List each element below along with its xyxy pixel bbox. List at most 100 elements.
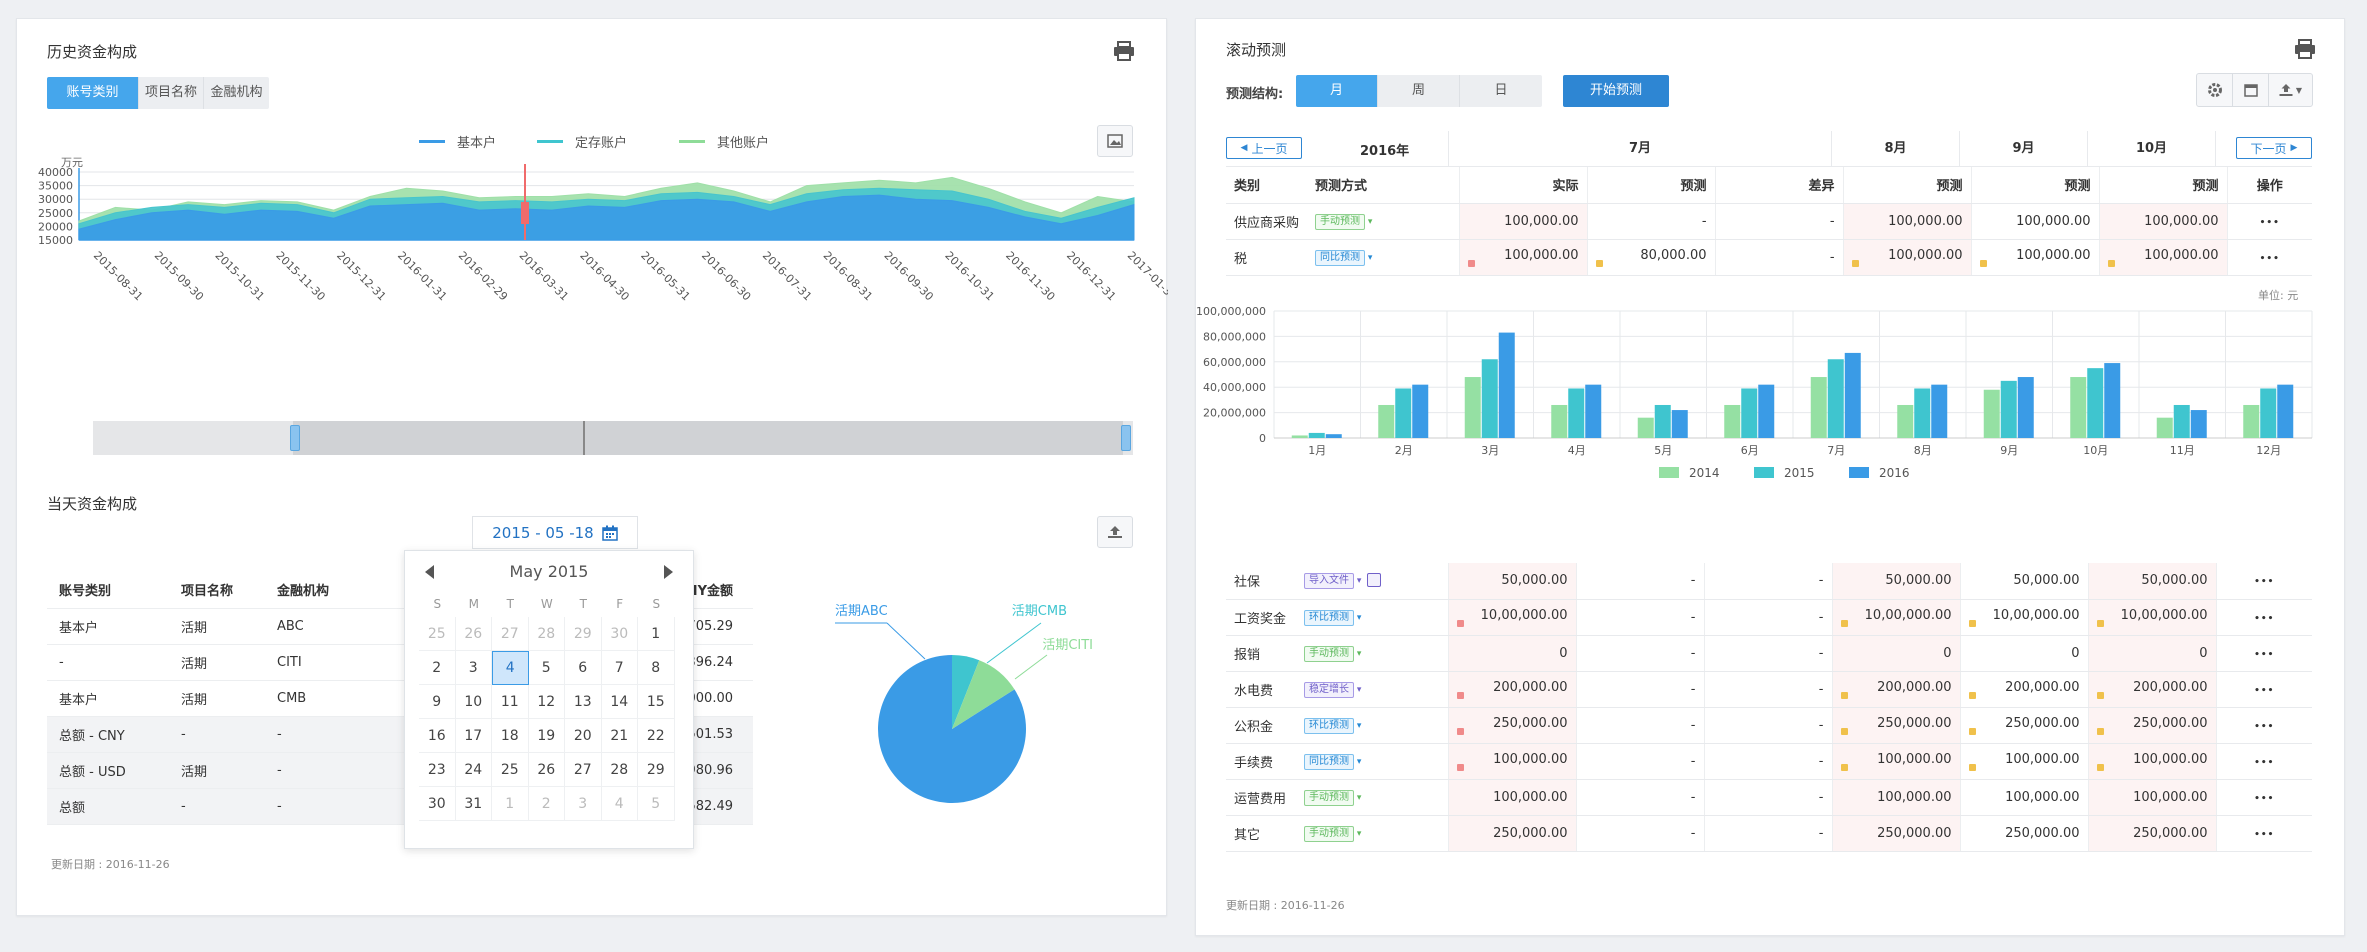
method-dropdown[interactable]: 环比预测 xyxy=(1304,717,1354,734)
forecast-row[interactable]: 报销 手动预测 ▾ 0 - - 0 0 0 ••• xyxy=(1226,635,2312,672)
forecast-row[interactable]: 水电费 稳定增长 ▾ 200,000.00 - - 200,000.00 200,000.0… xyxy=(1226,671,2312,708)
value-cell[interactable]: 100,000.00 xyxy=(1970,203,2100,240)
calendar-day[interactable]: 16 xyxy=(419,719,456,753)
calendar-day[interactable]: 28 xyxy=(528,617,565,651)
value-cell[interactable]: 100,000.00 xyxy=(1831,743,1960,780)
value-cell[interactable]: 200,000.00 xyxy=(2087,671,2216,708)
legend-basic[interactable]: 基本户 xyxy=(419,132,496,151)
calendar-day[interactable]: 5 xyxy=(528,651,565,685)
value-cell[interactable]: - xyxy=(1575,635,1704,672)
value-cell[interactable]: - xyxy=(1575,815,1704,852)
upload-icon[interactable] xyxy=(1367,572,1382,587)
method-cell[interactable]: 手动预测 ▾ xyxy=(1296,635,1448,672)
method-dropdown[interactable]: 环比预测 xyxy=(1304,609,1354,626)
value-cell[interactable]: 100,000.00 xyxy=(2087,743,2216,780)
calendar-day[interactable]: 10 xyxy=(455,685,492,719)
calendar-day[interactable]: 3 xyxy=(455,651,492,685)
calendar-day[interactable]: 21 xyxy=(601,719,638,753)
value-cell[interactable]: 100,000.00 xyxy=(1970,239,2100,276)
calendar-day[interactable]: 24 xyxy=(455,753,492,787)
method-dropdown[interactable]: 手动预测 xyxy=(1304,825,1354,842)
print-icon[interactable] xyxy=(2294,39,2316,59)
value-cell[interactable]: - xyxy=(1703,707,1832,744)
more-actions-icon[interactable]: ••• xyxy=(2254,577,2275,588)
calendar-day[interactable]: 2 xyxy=(419,651,456,685)
more-actions-icon[interactable]: ••• xyxy=(2254,721,2275,732)
method-cell[interactable]: 同比预测 ▾ xyxy=(1296,743,1448,780)
value-cell[interactable]: 250,000.00 xyxy=(1831,707,1960,744)
method-dropdown[interactable]: 手动预测 xyxy=(1315,213,1366,230)
start-forecast-button[interactable]: 开始预测 xyxy=(1563,75,1669,107)
value-cell[interactable]: 100,000.00 xyxy=(2098,203,2228,240)
calendar-day[interactable]: 30 xyxy=(601,617,638,651)
more-actions-icon[interactable]: ••• xyxy=(2254,757,2275,768)
method-dropdown[interactable]: 手动预测 xyxy=(1304,789,1354,806)
date-field[interactable]: 2015 - 05 -18 xyxy=(472,516,638,549)
calendar-day[interactable]: 11 xyxy=(492,685,529,719)
value-cell[interactable]: 250,000.00 xyxy=(1959,815,2088,852)
value-cell[interactable]: 250,000.00 xyxy=(1831,815,1960,852)
value-cell[interactable]: - xyxy=(1703,779,1832,816)
value-cell[interactable]: 50,000.00 xyxy=(1447,563,1576,600)
value-cell[interactable]: 100,000.00 xyxy=(1447,743,1576,780)
value-cell[interactable]: 10,00,000.00 xyxy=(1959,599,2088,636)
forecast-row[interactable]: 手续费 同比预测 ▾ 100,000.00 - - 100,000.00 100,000.0… xyxy=(1226,743,2312,780)
value-cell[interactable]: 80,000.00 xyxy=(1586,239,1716,276)
value-cell[interactable]: 10,00,000.00 xyxy=(1831,599,1960,636)
more-actions-icon[interactable]: ••• xyxy=(2259,217,2280,228)
value-cell[interactable]: 100,000.00 xyxy=(1447,779,1576,816)
forecast-row[interactable]: 运营费用 手动预测 ▾ 100,000.00 - - 100,000.00 100,000.… xyxy=(1226,779,2312,816)
method-cell[interactable]: 同比预测 ▾ xyxy=(1307,239,1460,276)
method-cell[interactable]: 手动预测 ▾ xyxy=(1307,203,1460,240)
calendar-day[interactable]: 15 xyxy=(638,685,675,719)
method-cell[interactable]: 导入文件 ▾ xyxy=(1296,563,1448,600)
tab-week[interactable]: 周 xyxy=(1378,75,1460,107)
value-cell[interactable]: 100,000.00 xyxy=(1959,743,2088,780)
tab-institution[interactable]: 金融机构 xyxy=(204,77,269,109)
method-dropdown[interactable]: 同比预测 xyxy=(1304,753,1354,770)
calendar-day[interactable]: 1 xyxy=(638,617,675,651)
calendar-day[interactable]: 6 xyxy=(565,651,602,685)
export-icon[interactable] xyxy=(1097,516,1133,548)
prev-page-button[interactable]: ◀ 上一页 xyxy=(1226,137,1302,159)
value-cell[interactable]: - xyxy=(1575,743,1704,780)
value-cell[interactable]: - xyxy=(1586,203,1716,240)
value-cell[interactable]: - xyxy=(1575,599,1704,636)
calendar-day[interactable]: 26 xyxy=(528,753,565,787)
value-cell[interactable]: - xyxy=(1703,599,1832,636)
value-cell[interactable]: 10,00,000.00 xyxy=(2087,599,2216,636)
calendar-day[interactable]: 7 xyxy=(601,651,638,685)
value-cell[interactable]: - xyxy=(1703,815,1832,852)
forecast-row[interactable]: 供应商采购 手动预测 ▾ 100,000.00 - - 100,000.00 100,000… xyxy=(1226,203,2312,240)
calendar-day[interactable]: 25 xyxy=(492,753,529,787)
value-cell[interactable]: 200,000.00 xyxy=(1447,671,1576,708)
value-cell[interactable]: 50,000.00 xyxy=(1959,563,2088,600)
value-cell[interactable]: 0 xyxy=(1959,635,2088,672)
more-actions-icon[interactable]: ••• xyxy=(2254,685,2275,696)
method-cell[interactable]: 稳定增长 ▾ xyxy=(1296,671,1448,708)
value-cell[interactable]: 100,000.00 xyxy=(1831,779,1960,816)
calendar-day[interactable]: 25 xyxy=(419,617,456,651)
calendar-day[interactable]: 19 xyxy=(528,719,565,753)
method-cell[interactable]: 手动预测 ▾ xyxy=(1296,815,1448,852)
calendar-day[interactable]: 18 xyxy=(492,719,529,753)
tab-day[interactable]: 日 xyxy=(1460,75,1542,107)
more-actions-icon[interactable]: ••• xyxy=(2254,829,2275,840)
forecast-row[interactable]: 工资奖金 环比预测 ▾ 10,00,000.00 - - 10,00,000.00 10,0… xyxy=(1226,599,2312,636)
method-cell[interactable]: 环比预测 ▾ xyxy=(1296,707,1448,744)
method-cell[interactable]: 环比预测 ▾ xyxy=(1296,599,1448,636)
value-cell[interactable]: - xyxy=(1703,671,1832,708)
calendar-day[interactable]: 29 xyxy=(565,617,602,651)
print-icon[interactable] xyxy=(1113,41,1135,61)
more-actions-icon[interactable]: ••• xyxy=(2259,253,2280,264)
calendar-day[interactable]: 14 xyxy=(601,685,638,719)
calendar-day[interactable]: 4 xyxy=(492,651,529,685)
more-actions-icon[interactable]: ••• xyxy=(2254,793,2275,804)
value-cell[interactable]: 100,000.00 xyxy=(2087,779,2216,816)
method-dropdown[interactable]: 导入文件 xyxy=(1304,573,1354,590)
slider-handle-left[interactable] xyxy=(290,425,300,451)
forecast-row[interactable]: 其它 手动预测 ▾ 250,000.00 - - 250,000.00 250,000.00… xyxy=(1226,815,2312,852)
calendar-day[interactable]: 30 xyxy=(419,787,456,821)
value-cell[interactable]: - xyxy=(1714,239,1844,276)
range-slider[interactable] xyxy=(93,421,1133,455)
